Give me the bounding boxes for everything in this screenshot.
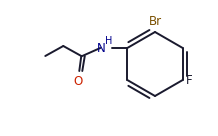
Text: O: O [74,75,83,88]
Text: H: H [105,36,112,46]
Text: F: F [186,73,192,86]
Text: Br: Br [148,15,162,28]
Text: N: N [97,41,105,55]
